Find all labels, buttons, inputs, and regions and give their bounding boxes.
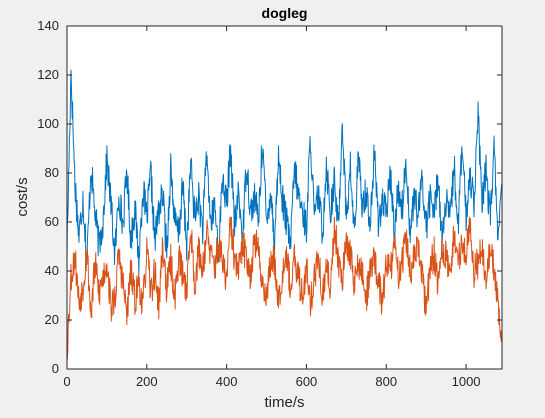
y-tick-label: 40 (45, 263, 59, 278)
y-tick-label: 20 (45, 312, 59, 327)
y-tick-label: 120 (37, 67, 59, 82)
axes-box (66, 25, 503, 370)
x-axis: 0 200 400 600 800 1000 (63, 26, 481, 389)
x-axis-label: time/s (264, 394, 304, 411)
x-tick-label: 600 (296, 374, 318, 389)
series-layer (66, 69, 503, 361)
y-tick-label: 0 (52, 361, 59, 376)
x-tick-label: 0 (63, 374, 70, 389)
y-tick-label: 140 (37, 18, 59, 33)
x-tick-label: 800 (375, 374, 397, 389)
y-tick-label: 80 (45, 165, 59, 180)
x-tick-label: 200 (136, 374, 158, 389)
y-axis-label: cost/s (14, 177, 31, 216)
y-axis: 0 20 40 60 80 100 120 140 (37, 18, 502, 376)
y-tick-label: 100 (37, 116, 59, 131)
y-tick-label: 60 (45, 214, 59, 229)
x-tick-label: 400 (216, 374, 238, 389)
series-line-1 (66, 69, 503, 276)
chart-title: dogleg (262, 5, 308, 21)
x-tick-label: 1000 (452, 374, 481, 389)
series-line-2 (66, 216, 503, 361)
